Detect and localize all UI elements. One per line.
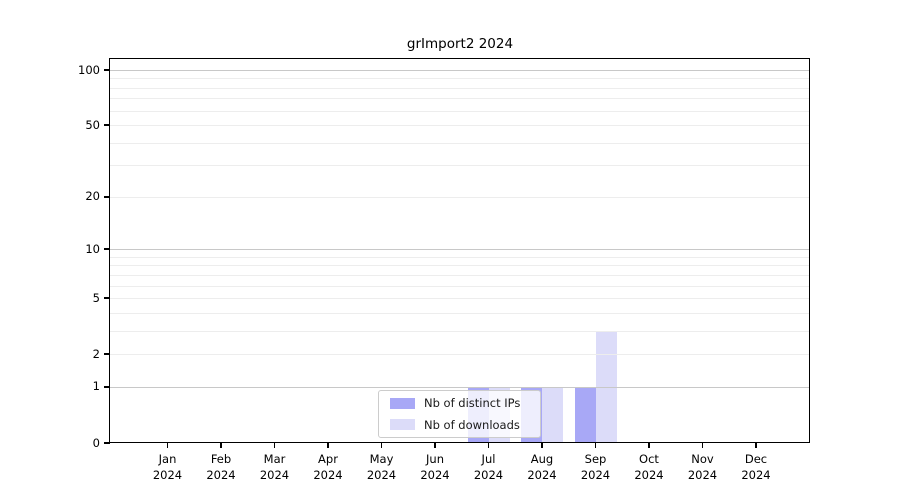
y-tick [104,297,110,299]
x-tick-month: Jan [158,452,177,466]
legend-swatch [390,419,415,431]
legend-label: Nb of downloads [424,417,520,432]
bar-sep-s1 [595,330,617,443]
x-tick-year: 2024 [527,467,557,482]
x-tick [594,443,597,448]
x-tick-month: Dec [744,452,768,466]
y-tick-label: 100 [78,62,100,77]
x-tick-month: Sep [584,452,607,466]
bar-sep-s0 [574,386,596,443]
y-tick-label: 50 [85,117,100,132]
x-tick-month: Mar [263,452,286,466]
x-tick-month: Apr [318,452,338,466]
y-tick [104,69,110,71]
y-tick-label: 10 [85,241,100,256]
x-tick-month: Jun [426,452,444,466]
x-tick-label: Nov 2024 [671,452,735,483]
x-tick [701,443,704,448]
x-tick-year: 2024 [580,467,611,482]
x-tick-year: 2024 [420,467,450,482]
x-tick-month: Feb [210,452,232,466]
legend-item: Nb of distinct IPs [379,394,540,412]
x-tick-year: 2024 [366,467,397,482]
x-tick [755,443,757,448]
y-tick-label: 20 [85,189,100,204]
y-tick-label: 1 [92,379,100,394]
legend-swatch [390,397,415,409]
legend-label: Nb of distinct IPs [424,396,521,411]
x-tick-label: Jul 2024 [457,452,521,483]
x-tick-label: Apr 2024 [296,452,360,483]
x-tick-label: Aug 2024 [510,452,574,483]
x-tick-label: Feb 2024 [189,452,253,483]
y-tick [104,248,110,250]
y-tick-label: 5 [92,290,100,305]
x-tick-label: Sep 2024 [564,452,628,483]
legend-item: Nb of downloads [379,416,540,434]
plot-area-bars [110,59,810,443]
x-tick-year: 2024 [741,467,771,482]
x-tick-year: 2024 [152,467,183,482]
x-tick-label: Oct 2024 [617,452,681,483]
x-tick-month: Jul [481,452,496,466]
x-tick-month: Oct [639,452,659,466]
x-tick-year: 2024 [687,467,718,482]
legend: Nb of distinct IPs Nb of downloads [378,390,541,438]
x-tick-year: 2024 [313,467,343,482]
y-tick [104,353,110,355]
x-tick-month: May [369,452,394,466]
y-tick [104,196,110,198]
y-tick [104,386,110,388]
x-tick-label: Jan 2024 [136,452,200,483]
x-tick-label: Jun 2024 [403,452,467,483]
x-tick [166,443,169,448]
x-tick [541,443,543,448]
bar-aug-s1 [542,386,563,443]
x-tick-label: Mar 2024 [243,452,307,483]
x-tick-year: 2024 [473,467,504,482]
x-tick-month: Aug [530,452,554,466]
x-tick [380,443,383,448]
y-tick [104,442,110,444]
x-tick-label: Dec 2024 [724,452,788,483]
x-tick [327,443,329,448]
x-tick-year: 2024 [634,467,664,482]
y-tick-label: 2 [92,346,100,361]
x-tick-year: 2024 [259,467,290,482]
x-tick [434,443,436,448]
y-tick-label: 0 [92,435,100,450]
x-tick-label: May 2024 [350,452,414,483]
x-tick-month: Nov [691,452,714,466]
x-tick-year: 2024 [206,467,236,482]
y-tick [104,124,110,126]
chart-title: grImport2 2024 [406,36,514,52]
x-tick [487,443,490,448]
x-tick [273,443,276,448]
x-tick [648,443,650,448]
x-tick [220,443,222,448]
